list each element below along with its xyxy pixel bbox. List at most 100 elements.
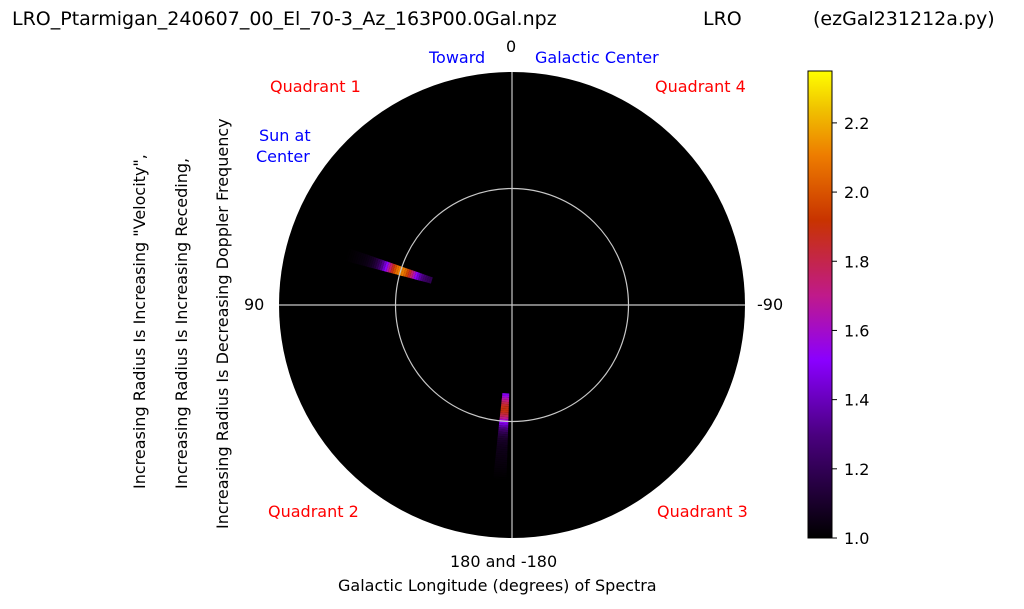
- chart-title-file: LRO_Ptarmigan_240607_00_El_70-3_Az_163P0…: [12, 8, 557, 30]
- spectrum-1-cell: [386, 262, 391, 273]
- spectrum-2-cell: [495, 453, 508, 456]
- spectrum-2-cell: [501, 397, 510, 400]
- annotation-sun-at: Sun at: [259, 126, 311, 145]
- spectrum-2-cell: [494, 468, 507, 471]
- spectrum-2-cell: [500, 408, 509, 411]
- spectrum-2-cell: [497, 440, 508, 443]
- spectrum-2-cell: [500, 410, 509, 413]
- spectrum-2-cell: [501, 401, 509, 405]
- spectrum-2-cell: [502, 395, 510, 398]
- spectrum-1-cell: [353, 251, 360, 264]
- spectra-layer: [345, 248, 510, 480]
- spectrum-1-cell: [366, 255, 373, 268]
- spectrum-1-cell: [407, 269, 412, 278]
- colorbar-tick-label: 1.6: [844, 321, 869, 340]
- spectrum-1-cell: [351, 250, 358, 264]
- spectrum-1-cell: [364, 254, 371, 267]
- spectrum-2-cell: [494, 463, 507, 467]
- annotation-galactic-center: Galactic Center: [535, 48, 659, 67]
- angle-label-90: 90: [244, 295, 265, 314]
- spectrum-1-cell: [349, 249, 356, 263]
- annotation-center: Center: [256, 147, 310, 166]
- spectrum-1-cell: [424, 275, 429, 283]
- angle-label-0: 0: [506, 37, 517, 56]
- spectrum-1-cell: [403, 268, 408, 277]
- spectrum-1-cell: [390, 263, 396, 274]
- colorbar-tick-label: 1.0: [844, 529, 869, 548]
- spectrum-2-cell: [493, 472, 507, 476]
- colorbar-tick-label: 2.0: [844, 183, 869, 202]
- chart-title-script: (ezGal231212a.py): [813, 8, 995, 30]
- annotation-quadrant-2: Quadrant 2: [268, 502, 359, 521]
- spectrum-1-cell: [358, 252, 364, 265]
- annotation-quadrant-4: Quadrant 4: [655, 77, 746, 96]
- y-axis-label-line-2: Increasing Radius Is Increasing Receding…: [172, 157, 191, 489]
- spectrum-1-cell: [371, 257, 377, 269]
- spectrum-2-cell: [500, 405, 509, 409]
- spectrum-1-cell: [415, 272, 421, 281]
- spectrum-2-cell: [498, 429, 509, 433]
- annotation-quadrant-3: Quadrant 3: [657, 502, 748, 521]
- spectrum-2-cell: [499, 416, 509, 420]
- spectrum-2-cell: [496, 448, 508, 452]
- spectrum-2-cell: [498, 427, 509, 431]
- chart-title-site: LRO: [703, 8, 742, 30]
- spectrum-1-cell: [394, 265, 400, 275]
- spectrum-1-cell: [411, 270, 417, 279]
- spectrum-1-cell: [396, 265, 402, 276]
- x-axis-label: Galactic Longitude (degrees) of Spectra: [338, 576, 657, 595]
- spectrum-1-cell: [388, 262, 394, 273]
- spectrum-1-cell: [379, 259, 385, 271]
- spectrum-2-cell: [497, 438, 508, 441]
- spectrum-1-cell: [413, 271, 419, 280]
- spectrum-1-cell: [422, 274, 427, 282]
- spectrum-1-cell: [418, 273, 423, 281]
- grid-circle-inner: [394, 187, 630, 423]
- spectrum-2-cell: [498, 423, 509, 426]
- spectrum-1-cell: [375, 258, 381, 270]
- colorbar-tick-label: 1.4: [844, 391, 869, 410]
- angle-label-180: 180 and -180: [450, 552, 558, 571]
- spectrum-2-cell: [498, 431, 508, 435]
- spectrum-2-cell: [502, 393, 510, 396]
- annotation-toward: Toward: [429, 48, 486, 67]
- colorbar: [807, 70, 833, 539]
- spectrum-1-cell: [356, 251, 362, 265]
- spectrum-2-cell: [495, 455, 508, 459]
- spectrum-2-cell: [500, 412, 509, 415]
- polar-grid: [279, 72, 745, 538]
- spectrum-2-cell: [499, 414, 509, 418]
- colorbar-tick-label: 1.2: [844, 460, 869, 479]
- spectrum-1-cell: [420, 273, 425, 282]
- angle-label-neg90: -90: [757, 295, 784, 314]
- spectrum-2-cell: [494, 465, 507, 469]
- spectrum-2-cell: [496, 446, 508, 450]
- spectrum-1-cell: [428, 276, 433, 284]
- spectrum-2-cell: [496, 442, 508, 446]
- spectrum-2-cell: [495, 457, 508, 461]
- spectrum-2-cell: [493, 474, 507, 478]
- spectrum-2-cell: [501, 403, 509, 407]
- spectrum-2-cell: [494, 461, 508, 465]
- spectrum-1-cell: [373, 257, 379, 269]
- spectrum-1-cell: [347, 249, 354, 263]
- annotation-quadrant-1: Quadrant 1: [270, 77, 361, 96]
- spectrum-1-cell: [400, 267, 406, 277]
- spectrum-1-cell: [360, 253, 366, 266]
- spectrum-1-cell: [405, 268, 410, 278]
- spectrum-2-cell: [498, 425, 509, 428]
- spectrum-2-cell: [497, 435, 508, 439]
- spectrum-2-cell: [493, 470, 507, 474]
- spectrum-1-cell: [409, 270, 414, 279]
- colorbar-ticks: 1.0 1.2 1.4 1.6 1.8 2.0 2.2: [832, 114, 869, 548]
- y-axis-label-line-3: Increasing Radius Is Decreasing Doppler …: [213, 118, 232, 529]
- spectrum-2-cell: [496, 444, 508, 448]
- spectrum-1-cell: [368, 256, 375, 268]
- colorbar-tick-label: 2.2: [844, 114, 869, 133]
- y-axis-label-line-1: Increasing Radius Is Increasing "Velocit…: [130, 154, 149, 489]
- spectrum-1-cell: [377, 259, 383, 270]
- spectrum-1-cell: [383, 261, 389, 272]
- spectrum-1-cell: [362, 254, 368, 266]
- spectrum-1-cell: [345, 248, 352, 262]
